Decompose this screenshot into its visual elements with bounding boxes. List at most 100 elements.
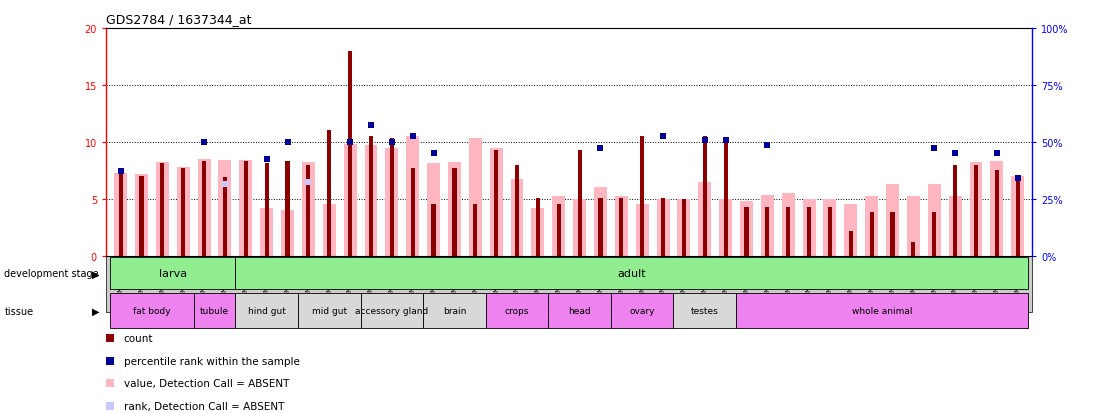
Text: value, Detection Call = ABSENT: value, Detection Call = ABSENT [124, 378, 289, 388]
Bar [598, 198, 603, 256]
Bar [423, 293, 485, 328]
Bar [907, 197, 920, 256]
Bar [552, 197, 565, 256]
Bar [235, 258, 1028, 290]
Bar [344, 145, 357, 256]
Bar [615, 197, 628, 256]
Bar [848, 231, 853, 256]
Text: brain: brain [443, 306, 466, 315]
Bar [469, 139, 482, 256]
Text: ▶: ▶ [92, 268, 99, 279]
Bar [448, 163, 461, 256]
Bar [673, 293, 737, 328]
Bar [619, 198, 624, 256]
Bar [260, 208, 273, 256]
Bar [110, 258, 235, 290]
Bar [118, 174, 123, 256]
Bar [610, 293, 673, 328]
Bar [865, 197, 878, 256]
Text: mid gut: mid gut [311, 306, 347, 315]
Bar [557, 205, 561, 256]
Bar [161, 164, 164, 256]
Bar [740, 202, 753, 256]
Bar [1011, 176, 1024, 256]
Bar [140, 176, 144, 256]
Bar [636, 205, 648, 256]
Text: ▶: ▶ [92, 306, 99, 316]
Bar [473, 205, 478, 256]
Text: fat body: fat body [133, 306, 171, 315]
Bar [514, 165, 519, 256]
Bar [348, 52, 353, 256]
Bar [761, 196, 773, 256]
Bar [432, 205, 435, 256]
Bar [661, 198, 665, 256]
Text: ovary: ovary [629, 306, 655, 315]
Bar [594, 188, 607, 256]
Bar [156, 163, 169, 256]
Text: whole animal: whole animal [852, 306, 913, 315]
Bar [786, 207, 790, 256]
Bar [198, 159, 211, 256]
Bar [845, 205, 857, 256]
Bar [494, 150, 498, 256]
Bar [536, 198, 540, 256]
Bar [360, 293, 423, 328]
Bar [641, 137, 644, 256]
Bar [974, 165, 978, 256]
Bar [531, 208, 545, 256]
Bar [194, 293, 235, 328]
Bar [703, 137, 706, 256]
Bar [264, 164, 269, 256]
Text: percentile rank within the sample: percentile rank within the sample [124, 356, 300, 366]
Text: head: head [568, 306, 590, 315]
Text: testes: testes [691, 306, 719, 315]
Bar [323, 205, 336, 256]
Bar [219, 161, 231, 256]
Bar [239, 161, 252, 256]
Bar [1016, 179, 1020, 256]
Bar [223, 178, 227, 256]
Bar [302, 163, 315, 256]
Bar [723, 139, 728, 256]
Bar [406, 137, 420, 256]
Bar [766, 207, 769, 256]
Text: development stage: development stage [4, 268, 99, 279]
Bar [744, 207, 749, 256]
Text: tissue: tissue [4, 306, 33, 316]
Bar [243, 162, 248, 256]
Bar [802, 199, 816, 256]
Text: rank, Detection Call = ABSENT: rank, Detection Call = ABSENT [124, 401, 285, 411]
Bar [970, 163, 982, 256]
Bar [548, 293, 610, 328]
Bar [427, 164, 440, 256]
Bar [912, 242, 915, 256]
Bar [932, 213, 936, 256]
Bar [452, 169, 456, 256]
Bar [719, 199, 732, 256]
Bar [949, 197, 962, 256]
Bar [824, 199, 836, 256]
Bar [369, 137, 373, 256]
Bar [235, 293, 298, 328]
Bar [656, 199, 670, 256]
Bar [781, 194, 795, 256]
Text: larva: larva [158, 268, 186, 279]
Bar [891, 213, 895, 256]
Bar [577, 150, 581, 256]
Bar [510, 180, 523, 256]
Bar [385, 148, 398, 256]
Bar [807, 207, 811, 256]
Bar [298, 293, 360, 328]
Bar [677, 199, 691, 256]
Bar [886, 185, 899, 256]
Bar [176, 167, 190, 256]
Bar [202, 162, 206, 256]
Bar [389, 139, 394, 256]
Bar [990, 162, 1003, 256]
Bar [327, 131, 331, 256]
Bar [953, 165, 958, 256]
Text: tubule: tubule [200, 306, 229, 315]
Bar [110, 293, 194, 328]
Bar [365, 146, 377, 256]
